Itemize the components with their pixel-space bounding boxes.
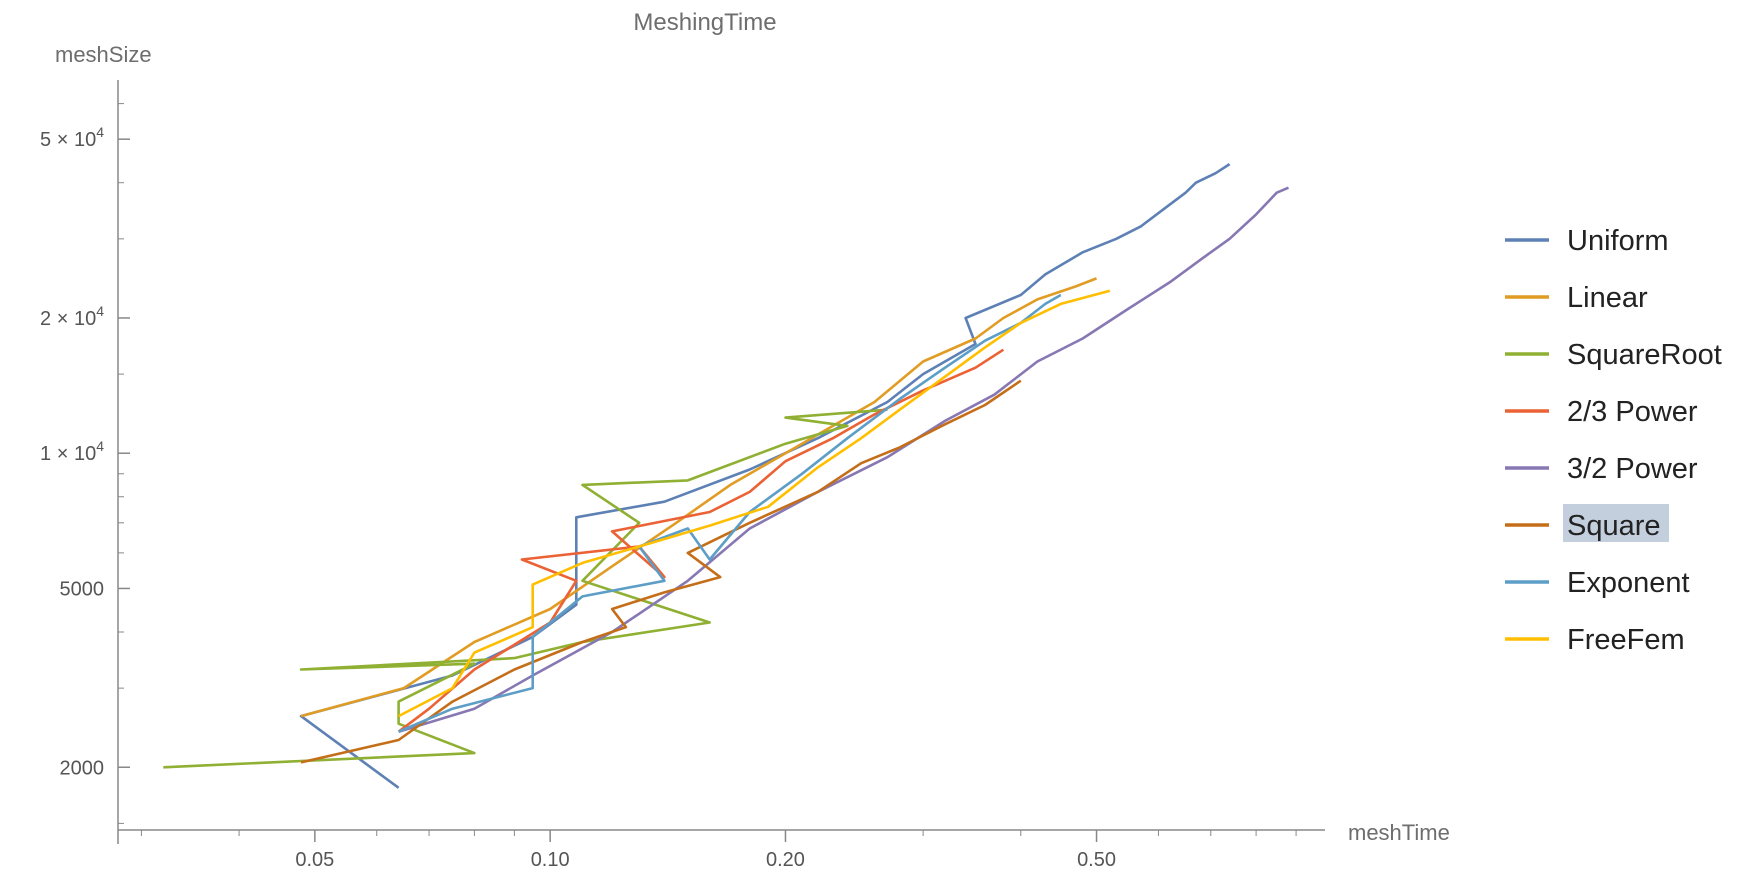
legend-label: 3/2 Power — [1567, 453, 1698, 485]
legend-item-uniform[interactable]: Uniform — [1505, 225, 1669, 257]
series-line-uniform — [299, 163, 1231, 789]
series-line-2-3-power — [397, 348, 1005, 733]
y-tick-label: 5000 — [60, 578, 105, 600]
x-tick-label: 0.10 — [531, 849, 570, 871]
y-tick-label: 5 × 104 — [40, 124, 104, 151]
legend-item-linear[interactable]: Linear — [1505, 282, 1648, 314]
legend-label: FreeFem — [1567, 624, 1685, 656]
legend-label: 2/3 Power — [1567, 396, 1698, 428]
series-line-square — [300, 379, 1022, 764]
legend-label: Exponent — [1567, 567, 1690, 599]
series-line-linear — [300, 277, 1097, 718]
series-line-exponent — [398, 293, 1062, 733]
chart-title: MeshingTime — [633, 9, 776, 36]
y-tick-label: 2000 — [60, 757, 105, 779]
legend-item-freefem[interactable]: FreeFem — [1505, 624, 1685, 656]
legend-item-3-2-power[interactable]: 3/2 Power — [1505, 453, 1698, 485]
x-tick-label: 0.05 — [295, 849, 334, 871]
legend-label: SquareRoot — [1567, 339, 1722, 371]
series-lines — [163, 163, 1290, 789]
series-line-squareroot — [163, 408, 888, 769]
x-tick-label: 0.50 — [1077, 849, 1116, 871]
legend-label: Linear — [1567, 282, 1648, 314]
legend: Uniform Linear SquareRoot 2/3 Power 3/2 Powe… — [1505, 225, 1722, 656]
legend-label: Uniform — [1567, 225, 1669, 257]
y-tick-label: 1 × 104 — [40, 438, 104, 465]
legend-item-exponent[interactable]: Exponent — [1505, 567, 1690, 599]
legend-highlight — [1563, 504, 1669, 542]
y-tick-label: 2 × 104 — [40, 303, 104, 330]
legend-item-2-3-power[interactable]: 2/3 Power — [1505, 396, 1698, 428]
series-line-freefem — [398, 289, 1111, 718]
x-axis-label: meshTime — [1348, 820, 1450, 845]
legend-item-square[interactable]: Square — [1505, 504, 1669, 542]
y-axis-label: meshSize — [55, 42, 152, 67]
axes: 0.05 0.10 0.20 0.50 2000 5000 1 × 104 2 × 104 5 … — [40, 80, 1325, 871]
legend-label: Square — [1567, 510, 1661, 542]
x-tick-label: 0.20 — [766, 849, 805, 871]
legend-item-squareroot[interactable]: SquareRoot — [1505, 339, 1722, 371]
